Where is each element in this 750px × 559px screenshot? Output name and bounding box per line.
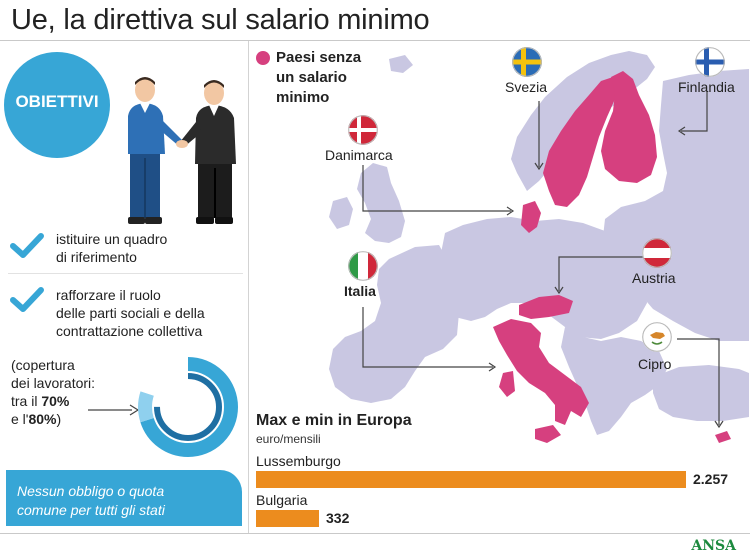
note-line1: Nessun obbligo o quota [17, 483, 165, 499]
leader-cipro-head [714, 420, 724, 429]
goal-social-partners-line3: contrattazione collettiva [56, 323, 203, 339]
coverage-text: (copertura dei lavoratori: tra il 70% e … [11, 356, 95, 428]
leader-danimarca [362, 165, 511, 212]
note-box [6, 470, 242, 526]
label-danimarca: Danimarca [325, 147, 393, 163]
country-italy [493, 319, 589, 425]
label-svezia: Svezia [505, 79, 548, 95]
footer-divider [0, 533, 750, 534]
legend-line1: Paesi senza [276, 49, 362, 66]
coverage-line1: (copertura [11, 357, 75, 373]
coverage-donut [138, 357, 238, 457]
bar-value-1: 332 [326, 510, 350, 526]
goal-social-partners-line1: rafforzare il ruolo [56, 287, 161, 303]
column-divider [248, 41, 249, 533]
coverage-max-value: 80% [28, 411, 57, 427]
goal-framework-line2: di riferimento [56, 249, 137, 265]
coverage-line2: dei lavoratori: [11, 375, 96, 391]
bar-label-0: Lussemburgo [256, 453, 341, 469]
goal-framework: istituire un quadro di riferimento [56, 230, 167, 266]
leader-austria-head [554, 286, 564, 295]
coverage-arrow [88, 404, 140, 416]
label-cipro: Cipro [638, 356, 672, 372]
italy-flag-icon [348, 251, 378, 281]
land-west [329, 245, 459, 403]
note-line2: comune per tutti gli stati [17, 502, 165, 518]
goal-social-partners-line2: delle parti sociali e della [56, 305, 205, 321]
land-turkey [653, 365, 749, 421]
leader-cipro [677, 338, 720, 425]
ansa-logo: ANSA [691, 538, 736, 554]
country-finland [601, 71, 657, 183]
coverage-min-value: 70% [41, 393, 70, 409]
coverage-line3-prefix: tra il [11, 393, 42, 409]
leader-italia [362, 307, 493, 368]
coverage-line4-suffix: ) [56, 411, 62, 427]
label-austria: Austria [632, 270, 676, 286]
goal-separator [8, 273, 243, 274]
finland-flag-icon [695, 47, 725, 77]
leader-italia-head [488, 362, 497, 372]
leader-finlandia [681, 91, 708, 132]
austria-flag-icon [642, 238, 672, 268]
land-balkans [561, 327, 667, 435]
land-north-islands [389, 55, 413, 73]
bar-label-1: Bulgaria [256, 492, 308, 508]
checkmark-icon [10, 233, 44, 258]
bar-value-0: 2.257 [693, 471, 729, 487]
country-austria [519, 295, 573, 319]
denmark-flag-icon [348, 115, 378, 145]
legend-line3: minimo [276, 89, 330, 106]
leader-finlandia-head [677, 126, 686, 136]
bar-0 [256, 471, 686, 488]
legend-color-swatch [256, 51, 270, 65]
coverage-line3: tra il 70% [11, 392, 95, 410]
leader-austria [558, 256, 647, 291]
title-divider [0, 40, 750, 41]
legend-label: Paesi senza un salario minimo [276, 48, 361, 108]
page-title: Ue, la direttiva sul salario minimo [11, 4, 430, 36]
goal-social-partners: rafforzare il ruolo delle parti sociali … [56, 286, 205, 340]
land-ireland [329, 197, 353, 229]
country-cyprus [715, 431, 731, 443]
label-finlandia: Finlandia [678, 79, 735, 95]
sweden-flag-icon [512, 47, 542, 77]
land-central [437, 217, 647, 339]
cyprus-flag-icon [642, 322, 672, 352]
land-uk [357, 163, 405, 243]
country-denmark [521, 201, 541, 233]
objectives-badge-label: OBIETTIVI [15, 92, 99, 111]
leader-danimarca-head [506, 206, 515, 216]
note-text: Nessun obbligo o quota comune per tutti … [17, 482, 237, 520]
chart-title: Max e min in Europa [256, 412, 412, 429]
chart-subtitle: euro/mensili [256, 432, 321, 446]
handshake-illustration [128, 77, 236, 224]
checkmark-icon [10, 287, 44, 312]
coverage-line4: e l'80%) [11, 410, 95, 428]
legend-line2: un salario [276, 69, 347, 86]
country-sweden [543, 77, 621, 207]
goal-framework-line1: istituire un quadro [56, 231, 168, 247]
bar-1 [256, 510, 319, 527]
leader-svezia-head [534, 162, 544, 171]
country-italy-sicily [535, 425, 561, 443]
label-italia: Italia [344, 283, 376, 299]
objectives-badge [4, 52, 110, 158]
coverage-line4-prefix: e l' [11, 411, 29, 427]
europe-map [329, 51, 749, 443]
country-italy-sardinia [499, 371, 515, 397]
